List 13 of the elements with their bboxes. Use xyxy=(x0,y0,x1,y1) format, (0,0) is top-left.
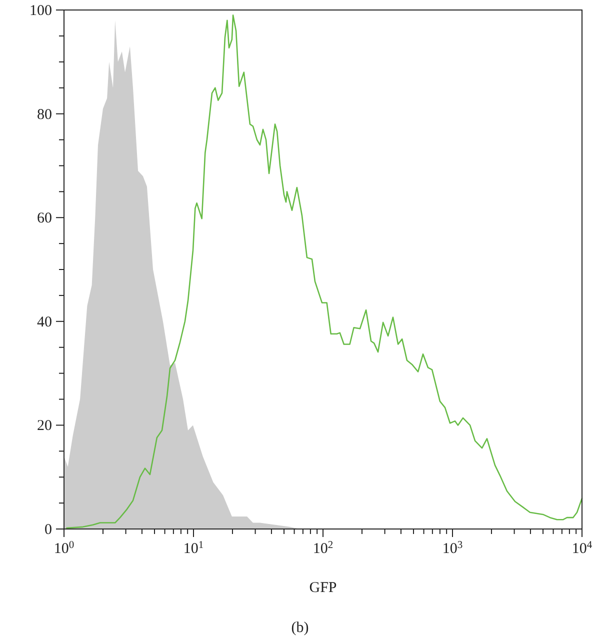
x-axis-title: GFP xyxy=(309,580,337,596)
y-tick-label: 60 xyxy=(37,210,52,227)
y-tick-label: 100 xyxy=(30,3,52,19)
y-tick-label: 0 xyxy=(44,522,52,538)
x-tick-label: 10$^{4}$ xyxy=(572,540,593,557)
y-tick-label: 80 xyxy=(37,106,52,123)
x-tick-label: 10$^{2}$ xyxy=(312,540,334,557)
y-tick-label: 20 xyxy=(37,418,52,434)
y-tick-label: 40 xyxy=(37,314,52,330)
x-tick-label: 10$^{1}$ xyxy=(183,540,204,557)
x-tick-label: 10$^{0}$ xyxy=(54,540,74,557)
text: (b) xyxy=(291,620,309,636)
x-tick-label: 10$^{3}$ xyxy=(442,540,463,557)
